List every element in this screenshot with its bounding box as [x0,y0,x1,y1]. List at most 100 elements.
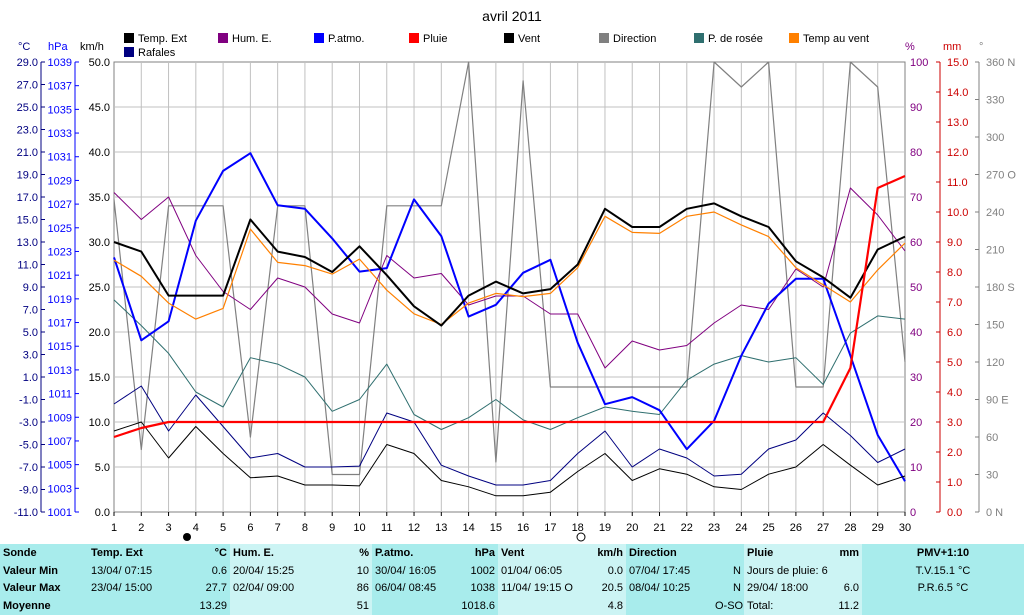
axis-tick-temp: 11.0 [17,260,38,272]
stats-temp-avg-empty [88,597,166,615]
legend-label-hum: Hum. E. [232,33,272,45]
axis-header-pct: % [905,41,915,53]
axis-header-hpa: hPa [48,41,68,53]
stats-hum-unit: % [312,544,372,562]
series-rafales [113,385,906,486]
stats-dir-min-time: 07/04/ 17:45 [626,561,712,580]
x-tick-label: 16 [517,522,529,534]
stats-sonde-title: Sonde [0,544,88,562]
legend-label-rosee: P. de rosée [708,33,763,45]
stats-temp-title: Temp. Ext [88,544,166,562]
legend-swatch-rosee [694,33,704,43]
legend-swatch-patm [314,33,324,43]
axis-tick-deg: 300 [986,132,1004,144]
stats-patm-unit: hPa [448,544,498,562]
axis-tick-mm: 15.0 [947,57,968,69]
series-pluie [113,174,906,439]
axis-tick-temp: 19.0 [17,170,38,182]
stats-vent-title: Vent [498,544,576,562]
legend-swatch-vent [504,33,514,43]
stats-temp-min-val: 0.6 [166,561,230,580]
stats-hum-avg: 51 [312,597,372,615]
weather-chart: avril 2011 Temp. Ext Rafales Hum. E. P.atmo… [13,8,1017,542]
axis-tick-kmh: 50.0 [89,57,110,69]
series-patm [113,152,906,482]
stats-pluie-total-label: Total: [744,597,824,615]
stats-pluie-title: Pluie [744,544,824,562]
axis-tick-temp: -9.0 [19,485,38,497]
axis-tick-pct: 50 [910,282,922,294]
x-tick-label: 25 [762,522,774,534]
axis-tick-mm: 11.0 [947,177,968,189]
axis-tick-hpa: 1037 [48,81,72,93]
axis-tick-hpa: 1033 [48,128,72,140]
x-tick-label: 13 [435,522,447,534]
x-tick-label: 26 [790,522,802,534]
stats-patm-min-time: 30/04/ 16:05 [372,561,448,580]
x-tick-label: 17 [544,522,556,534]
axis-tick-pct: 80 [910,147,922,159]
axis-tick-mm: 2.0 [947,447,962,459]
stats-vent-min-time: 01/04/ 06:05 [498,561,576,580]
axis-tick-mm: 9.0 [947,237,962,249]
axis-tick-kmh: 0.0 [95,507,110,519]
stats-patm-max-val: 1038 [448,579,498,598]
stats-dir-avg-empty [626,597,712,615]
axis-tick-pct: 100 [910,57,928,69]
stats-patm-max-time: 06/04/ 08:45 [372,579,448,598]
stats-temp-max-time: 23/04/ 15:00 [88,579,166,598]
legend-label-direction: Direction [613,33,656,45]
axis-tick-temp: 9.0 [23,282,38,294]
stats-vent-avg-empty [498,597,576,615]
legend-swatch-tempvent [789,33,799,43]
axis-tick-pct: 10 [910,462,922,474]
stats-patm-avg: 1018.6 [448,597,498,615]
axis-tick-hpa: 1015 [48,341,72,353]
axis-tick-kmh: 15.0 [89,372,110,384]
axis-tick-kmh: 5.0 [95,462,110,474]
legend-label-rafales: Rafales [138,47,176,59]
axis-tick-hpa: 1025 [48,223,72,235]
legend-swatch-direction [599,33,609,43]
legend-swatch-pluie [409,33,419,43]
axis-tick-hpa: 1035 [48,104,72,116]
chart-series [113,61,906,497]
axis-tick-temp: -11.0 [14,507,38,519]
legend-label-vent: Vent [518,33,540,45]
stats-pmv-tv: T.V.15.1 °C [862,561,1024,580]
x-tick-label: 15 [490,522,502,534]
stats-vent-max-dir: O [564,582,573,595]
axis-tick-temp: 5.0 [23,327,38,339]
x-tick-label: 24 [735,522,747,534]
stats-pluie-total-val: 11.2 [824,597,862,615]
x-tick-label: 2 [138,522,144,534]
chart-legend: Temp. Ext Rafales Hum. E. P.atmo. Pluie Vent D… [124,33,869,59]
x-tick-label: 19 [599,522,611,534]
stats-max-row: Valeur Max 23/04/ 15:00 27.7 02/04/ 09:0… [0,579,1024,598]
stats-dir-avg: O-SO [712,597,744,615]
axis-tick-temp: 15.0 [17,215,38,227]
legend-label-pluie: Pluie [423,33,447,45]
chart-title: avril 2011 [482,8,542,24]
chart-axes: 29.027.025.023.021.019.017.015.013.011.0… [14,57,1017,534]
legend-label-tempvent: Temp au vent [803,33,869,45]
legend-swatch-hum [218,33,228,43]
axis-tick-pct: 0 [910,507,916,519]
stats-max-label: Valeur Max [0,579,88,598]
axis-tick-mm: 12.0 [947,147,968,159]
legend-label-temp: Temp. Ext [138,33,187,45]
axis-tick-kmh: 40.0 [89,147,110,159]
x-tick-label: 28 [844,522,856,534]
legend-swatch-rafales [124,47,134,57]
series-rosee [113,299,906,430]
axis-tick-temp: -3.0 [19,417,38,429]
axis-tick-mm: 1.0 [947,477,962,489]
axis-tick-temp: 1.0 [23,372,38,384]
stats-vent-max-val: 20.5 [576,579,626,598]
stats-dir-unit-empty [712,544,744,562]
series-hum [113,187,906,369]
x-tick-label: 12 [408,522,420,534]
stats-patm-min-val: 1002 [448,561,498,580]
axis-tick-deg: 180 S [986,282,1015,294]
x-tick-label: 5 [220,522,226,534]
